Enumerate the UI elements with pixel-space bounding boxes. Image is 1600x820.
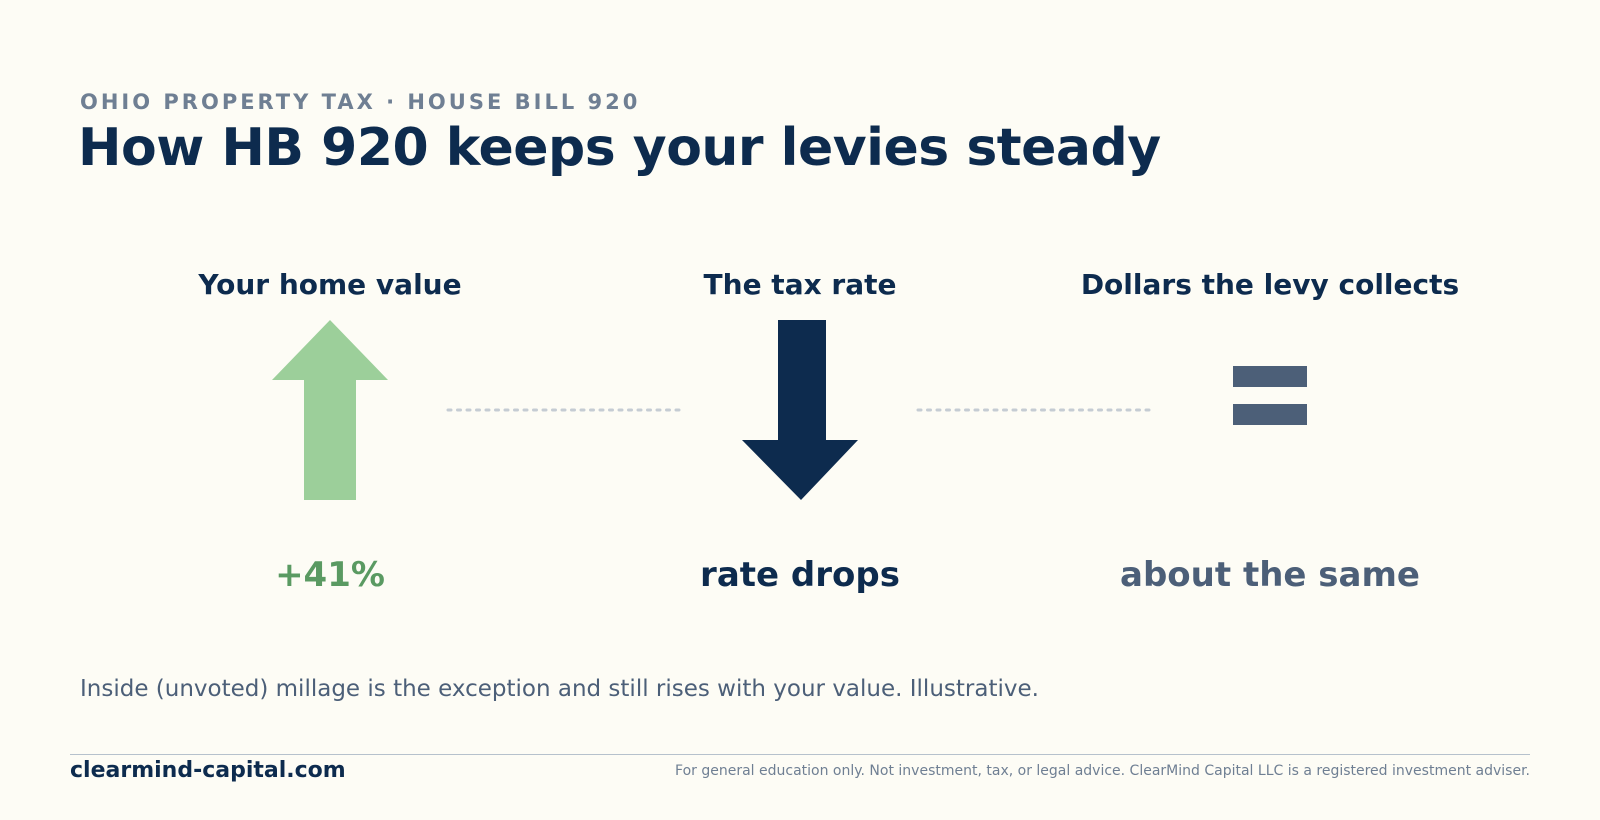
- divider: [70, 754, 1530, 755]
- tax-rate-change: rate drops: [700, 555, 900, 595]
- arrow-down-icon: [742, 320, 858, 500]
- site-link[interactable]: clearmind-capital.com: [70, 758, 346, 783]
- column-heading-levy-dollars: Dollars the levy collects: [1080, 268, 1460, 301]
- arrow-up-icon: [272, 320, 388, 500]
- eyebrow: OHIO PROPERTY TAX · HOUSE BILL 920: [80, 90, 641, 114]
- home-value-change: +41%: [275, 555, 385, 595]
- levy-dollars-change: about the same: [1120, 555, 1420, 595]
- footnote: Inside (unvoted) millage is the exceptio…: [80, 676, 1039, 702]
- page-title: How HB 920 keeps your levies steady: [78, 118, 1161, 178]
- equals-icon: [1233, 366, 1307, 425]
- disclaimer: For general education only. Not investme…: [675, 763, 1530, 779]
- column-heading-home-value: Your home value: [198, 268, 462, 301]
- column-heading-tax-rate: The tax rate: [703, 268, 897, 301]
